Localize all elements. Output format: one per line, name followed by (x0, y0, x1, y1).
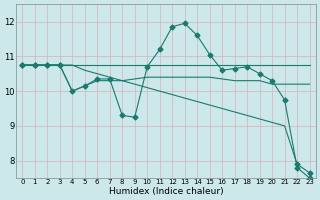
X-axis label: Humidex (Indice chaleur): Humidex (Indice chaleur) (108, 187, 223, 196)
